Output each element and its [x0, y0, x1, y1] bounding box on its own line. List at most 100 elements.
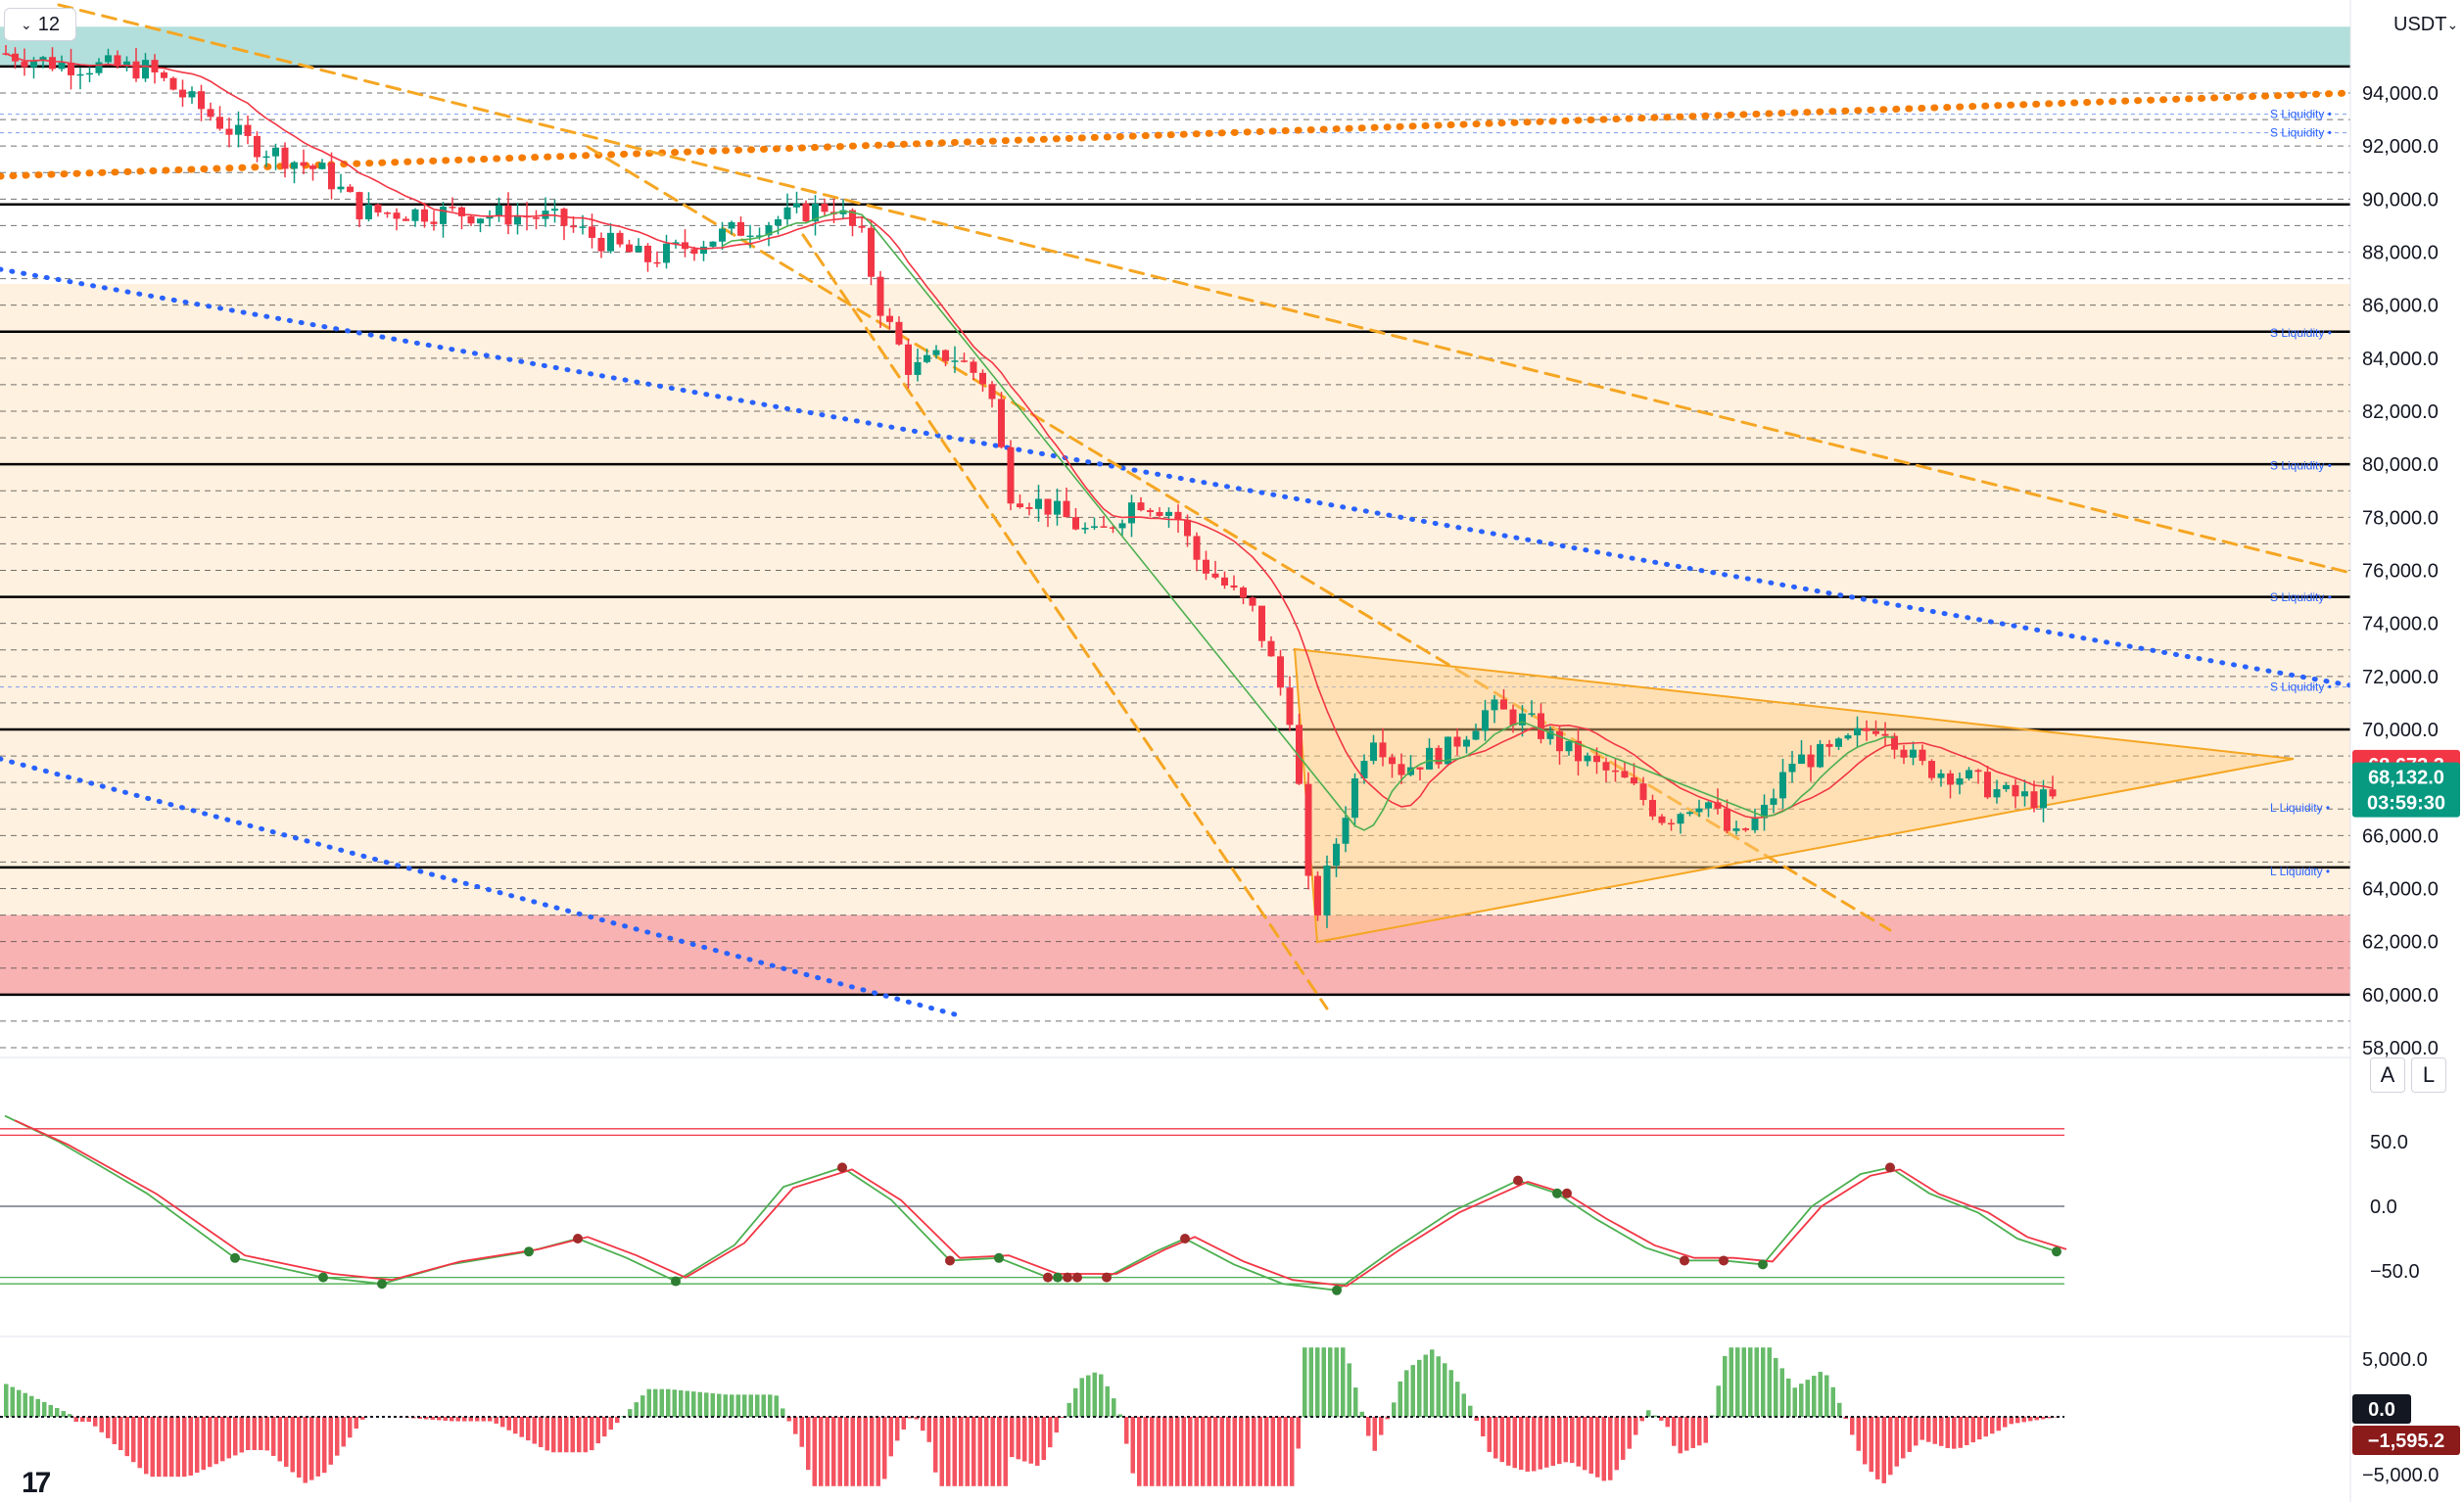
macd-bar — [1130, 1417, 1135, 1474]
macd-bar — [1112, 1398, 1116, 1417]
candle-body — [1007, 446, 1015, 504]
candle-body — [1081, 528, 1089, 530]
macd-bar — [799, 1417, 804, 1447]
macd-bar — [646, 1388, 651, 1417]
candle-body — [1360, 761, 1368, 778]
macd-bar — [1010, 1417, 1015, 1458]
macd-bar — [1723, 1355, 1728, 1417]
macd-bar — [1532, 1417, 1537, 1472]
price-tick-label: 74,000.0 — [2362, 614, 2439, 635]
candle-body — [477, 218, 484, 224]
candle-body — [309, 165, 316, 169]
macd-bar — [1308, 1347, 1313, 1417]
candle-body — [142, 60, 149, 79]
macd-bar — [888, 1417, 893, 1457]
macd-bar — [1341, 1347, 1346, 1417]
candle-body — [1844, 735, 1852, 739]
macd-bar — [1252, 1417, 1256, 1486]
osc-d — [14, 1119, 2067, 1288]
macd-bar — [1926, 1417, 1931, 1442]
auto-scale-button[interactable]: A — [2370, 1057, 2405, 1093]
macd-bar — [1703, 1417, 1708, 1443]
currency-selector[interactable]: USDT ⌄ — [2366, 6, 2464, 43]
macd-bar — [1150, 1417, 1155, 1486]
osc-cross-dot — [1885, 1162, 1895, 1173]
osc-k — [4, 1114, 2058, 1291]
macd-bar — [1028, 1417, 1033, 1464]
candle-body — [951, 360, 959, 362]
candle-body — [1100, 526, 1108, 528]
candle-body — [39, 57, 47, 62]
candle-body — [1528, 713, 1536, 715]
candle-body — [58, 62, 66, 70]
macd-bar — [1965, 1417, 1969, 1445]
candle-body — [858, 225, 866, 228]
macd-bar — [1939, 1417, 1944, 1446]
macd-bar — [1270, 1417, 1275, 1486]
osc-cross-dot — [2052, 1246, 2061, 1257]
macd-bar — [2028, 1417, 2033, 1422]
macd-bar — [55, 1408, 60, 1417]
price-tick-label: 76,000.0 — [2362, 561, 2439, 583]
macd-bar — [271, 1417, 276, 1456]
macd-bar — [786, 1417, 791, 1422]
macd-bar — [1092, 1372, 1097, 1417]
candle-body — [169, 77, 177, 90]
macd-bar — [1799, 1384, 1804, 1417]
price-tick-label: 94,000.0 — [2362, 83, 2439, 105]
macd-bar — [1634, 1417, 1638, 1435]
macd-bar — [1137, 1417, 1142, 1486]
candle-body — [793, 203, 800, 208]
macd-bar — [233, 1417, 238, 1456]
candle-body — [1351, 777, 1358, 819]
macd-bar — [1283, 1417, 1288, 1486]
macd-bar — [1481, 1417, 1486, 1437]
candle-body — [1165, 511, 1172, 516]
candle-body — [300, 162, 308, 166]
liquidity-labels: S Liquidity • S Liquidity • S Liquidity • S… — [2270, 108, 2332, 878]
macd-bar — [774, 1395, 779, 1417]
macd-bar — [1958, 1417, 1963, 1448]
candle-body — [384, 212, 391, 214]
macd-bar — [590, 1417, 594, 1451]
candle-body — [783, 207, 791, 219]
candle-body — [374, 204, 382, 213]
candle-body — [1463, 739, 1470, 747]
candle-body — [393, 212, 401, 219]
log-scale-button[interactable]: L — [2411, 1057, 2446, 1093]
macd-bar — [1022, 1417, 1027, 1462]
macd-bar — [259, 1417, 263, 1450]
candle-body — [1993, 789, 2001, 798]
candle-body — [1538, 713, 1544, 739]
candle-body — [1621, 771, 1629, 778]
macd-bar — [640, 1395, 645, 1417]
trend-lines — [0, 3, 2354, 1017]
macd-bar — [1888, 1417, 1893, 1476]
osc-cross-dot — [994, 1252, 1004, 1263]
osc-cross-dot — [1719, 1255, 1729, 1266]
macd-bar — [781, 1408, 785, 1417]
macd-bar — [29, 1395, 34, 1417]
macd-bar — [1588, 1417, 1593, 1475]
timeframe-button[interactable]: ⌄ 12 — [4, 8, 76, 41]
candle-body — [21, 61, 28, 68]
candle-body — [1472, 730, 1480, 740]
candle-body — [1658, 816, 1666, 823]
macd-bar — [1041, 1417, 1046, 1461]
candle-body — [1147, 510, 1154, 512]
macd-bar — [430, 1417, 435, 1420]
candle-body — [886, 315, 893, 322]
candle-body — [1482, 710, 1489, 731]
candle-body — [1063, 500, 1070, 518]
candle-body — [1974, 770, 1982, 773]
macd-bar — [557, 1417, 562, 1453]
candles — [2, 45, 2057, 928]
macd-bar — [23, 1392, 27, 1417]
candle-body — [1928, 761, 1935, 778]
macd-bar — [997, 1417, 1002, 1486]
last-price-tag-text: 03:59:30 — [2367, 793, 2445, 815]
candle-body — [1509, 709, 1517, 726]
candle-body — [644, 245, 651, 262]
candle-body — [225, 128, 233, 135]
